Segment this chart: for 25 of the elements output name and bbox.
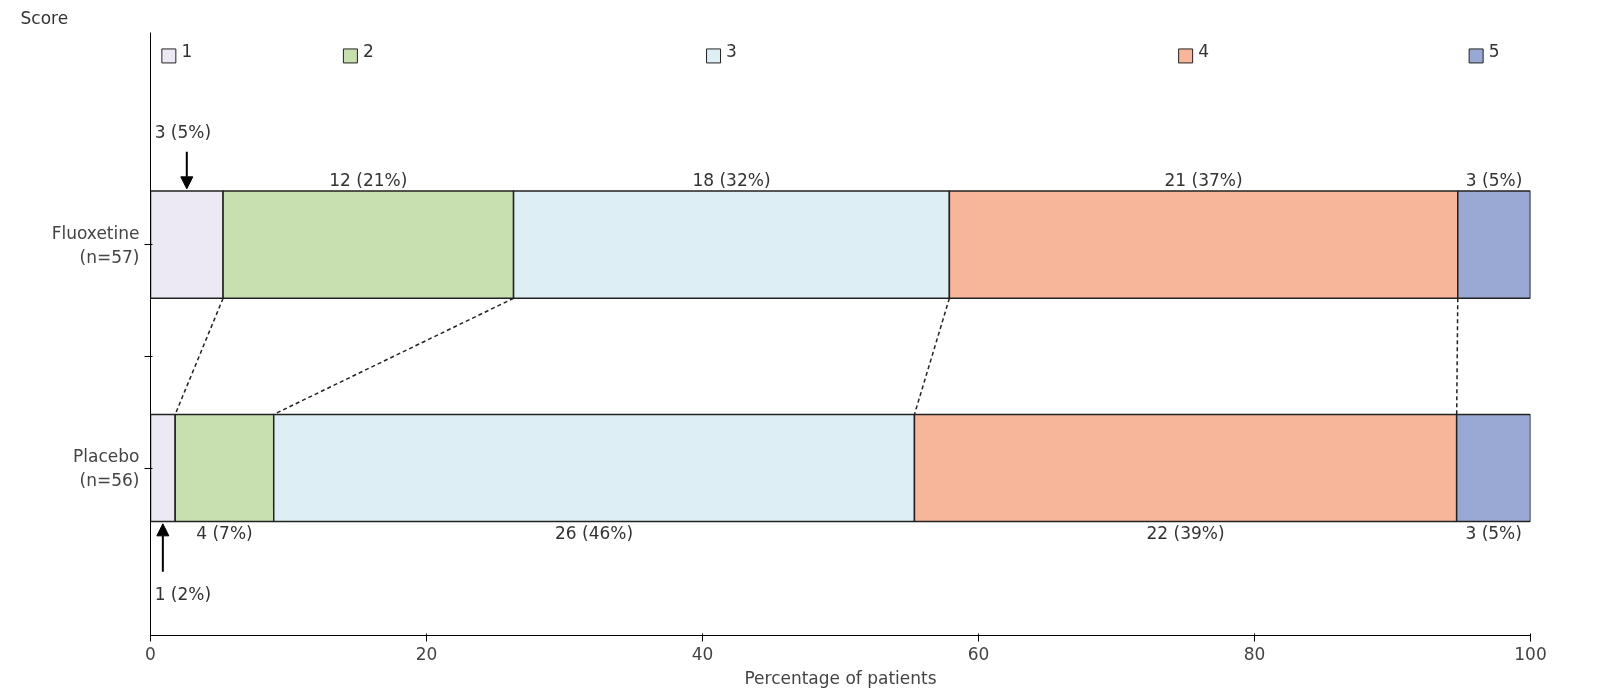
x-axis-title: Percentage of patients bbox=[744, 667, 937, 688]
y-tick-label: Fluoxetine (n=57) bbox=[51, 222, 140, 267]
data-label: 21 (37%) bbox=[1164, 169, 1243, 190]
data-label: 26 (46%) bbox=[555, 522, 634, 543]
legend-label: 3 bbox=[726, 40, 737, 61]
x-tick-label: 20 bbox=[415, 643, 438, 664]
data-label: 1 (2%) bbox=[154, 584, 212, 605]
legend-label: 1 bbox=[181, 40, 193, 61]
legend-label: 4 bbox=[1198, 40, 1209, 61]
data-label: 3 (5%) bbox=[1465, 169, 1523, 190]
x-tick-label: 0 bbox=[145, 643, 156, 664]
data-label: 3 (5%) bbox=[1465, 522, 1522, 543]
data-label: 18 (32%) bbox=[692, 169, 771, 190]
x-tick-label: 80 bbox=[1243, 643, 1266, 664]
legend-title: Score bbox=[20, 7, 69, 28]
data-label: 4 (7%) bbox=[196, 522, 253, 543]
x-tick-label: 40 bbox=[691, 643, 714, 664]
y-tick-label: Placebo (n=56) bbox=[73, 446, 140, 490]
data-label: 12 (21%) bbox=[329, 169, 408, 190]
legend-label: 5 bbox=[1488, 40, 1500, 61]
data-label: 3 (5%) bbox=[154, 121, 212, 142]
data-label: 22 (39%) bbox=[1146, 522, 1225, 543]
x-tick-label: 100 bbox=[1514, 643, 1547, 664]
legend-label: 2 bbox=[362, 40, 374, 61]
x-tick-label: 60 bbox=[967, 643, 990, 664]
